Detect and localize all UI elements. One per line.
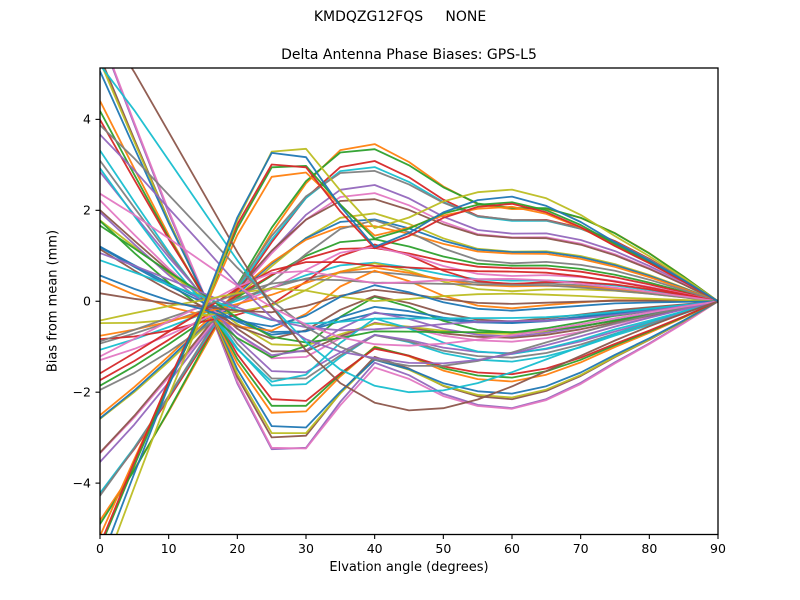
series-line-02 [100,148,718,525]
x-tick-label: 60 [504,541,520,556]
figure-suptitle: KMDQZG12FQS NONE [313,9,487,25]
y-tick-label: −2 [73,384,91,399]
x-tick-label: 70 [573,541,589,556]
axes-title: Delta Antenna Phase Biases: GPS-L5 [281,47,537,63]
x-tick-label: 10 [161,541,177,556]
series-line-17 [112,68,718,450]
x-tick-label: 50 [435,541,451,556]
y-tick-label: 2 [83,203,91,218]
series-line-59 [115,147,718,535]
series-line-57 [100,192,718,347]
series-line-06 [100,184,718,463]
series-line-07 [100,192,718,454]
series-line-56 [100,133,718,365]
x-tick-label: 80 [641,541,657,556]
y-tick-label: 0 [83,293,91,308]
x-tick-label: 20 [229,541,245,556]
series-line-49 [100,287,718,322]
series-line-58 [130,68,718,412]
series-line-55 [100,124,718,367]
x-tick-label: 90 [710,541,726,556]
x-tick-label: 40 [367,541,383,556]
x-axis-label: Elvation angle (degrees) [329,560,489,575]
series-line-54 [101,68,718,394]
series-line-44 [100,259,718,325]
y-tick-label: 4 [83,112,91,127]
series-line-03 [100,160,718,495]
series-group [100,68,718,535]
series-line-46 [100,252,718,332]
series-line-51 [100,171,718,535]
series-line-60 [109,151,718,535]
x-tick-label: 30 [298,541,314,556]
series-line-08 [100,198,718,454]
x-tick-label: 0 [96,541,104,556]
y-tick-label: −4 [73,475,91,490]
series-line-13 [100,247,718,381]
y-axis-label: Bias from mean (mm) [45,229,61,373]
